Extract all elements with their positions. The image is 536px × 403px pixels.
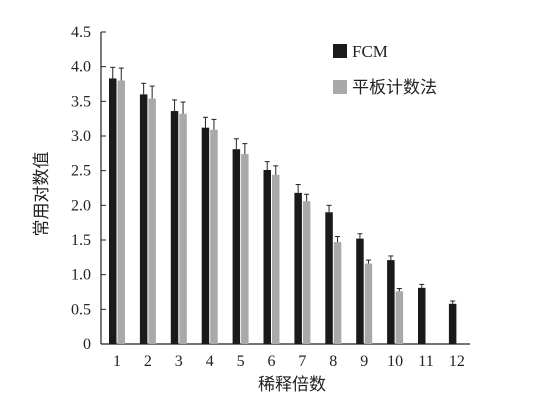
bar-fcm — [109, 78, 117, 344]
x-tick-label: 11 — [418, 353, 433, 370]
bar-fcm — [294, 192, 302, 344]
x-tick-label: 7 — [298, 353, 306, 370]
legend: FCM 平板计数法 — [333, 42, 437, 98]
x-tick-label: 2 — [144, 353, 152, 370]
y-tick-label: 0 — [83, 336, 91, 353]
y-tick-label: 4.0 — [71, 59, 91, 76]
bar-fcm — [201, 127, 210, 345]
bar-plate-count — [241, 154, 249, 344]
x-tick-label: 6 — [268, 353, 276, 370]
tick-labels: 00.51.01.52.02.53.03.54.04.51 2 3 4 5 6 7 8 9 10 1… — [71, 24, 465, 370]
bar-plate-count — [210, 129, 218, 344]
x-axis-title: 稀释倍数 — [258, 375, 326, 395]
bar-plate-count — [272, 174, 280, 344]
legend-label-fcm: FCM — [352, 42, 388, 61]
bar-plate-count — [179, 113, 187, 345]
bar-plate-count — [395, 291, 404, 344]
legend-swatch-plate-count — [333, 80, 347, 94]
x-tick-label: 8 — [329, 353, 337, 370]
x-tick-label: 3 — [175, 353, 183, 370]
bar-plate-count — [117, 80, 125, 345]
legend-label-plate-count: 平板计数法 — [352, 78, 437, 98]
bar-fcm — [325, 212, 333, 344]
bar-plate-count — [364, 263, 373, 344]
x-tick-label: 1 — [113, 353, 121, 370]
x-tick-label: 9 — [360, 353, 368, 370]
bar-plate-count — [302, 201, 311, 344]
bar-plate-count — [148, 98, 156, 344]
y-axis-title: 常用对数值 — [32, 152, 52, 237]
legend-swatch-fcm — [333, 44, 347, 58]
bar-fcm — [263, 169, 271, 344]
bars-layer — [109, 66, 457, 345]
bar-fcm — [418, 287, 426, 344]
bar-fcm — [139, 94, 148, 345]
x-tick-label: 4 — [206, 353, 214, 370]
y-tick-label: 1.5 — [71, 232, 91, 249]
axes — [100, 31, 470, 345]
y-tick-label: 1.0 — [71, 267, 91, 284]
x-tick-label: 5 — [237, 353, 245, 370]
x-tick-label: 12 — [449, 353, 465, 370]
y-tick-label: 4.5 — [71, 24, 91, 41]
bar-fcm — [232, 149, 241, 344]
y-tick-label: 3.0 — [71, 128, 91, 145]
bar-fcm — [448, 303, 457, 344]
y-tick-label: 0.5 — [71, 301, 91, 318]
x-tick-label: 10 — [387, 353, 403, 370]
bar-fcm — [387, 260, 395, 344]
bar-plate-count — [333, 242, 342, 344]
y-tick-label: 3.5 — [71, 93, 91, 110]
y-tick-label: 2.5 — [71, 163, 91, 180]
bar-fcm — [170, 111, 179, 344]
bar-fcm — [356, 238, 364, 344]
y-tick-label: 2.0 — [71, 197, 91, 214]
